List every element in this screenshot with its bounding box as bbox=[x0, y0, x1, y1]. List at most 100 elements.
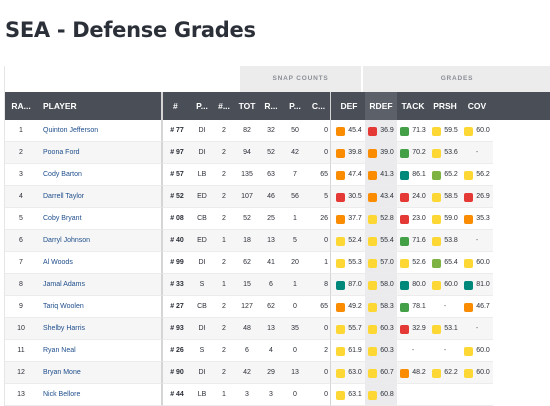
column-header-coverage-snaps[interactable]: C... bbox=[307, 92, 331, 120]
run-snaps: 6 bbox=[259, 274, 283, 296]
grade-empty-dash: - bbox=[475, 325, 479, 332]
column-header-games[interactable]: #... bbox=[218, 101, 230, 111]
table-row[interactable]: 5 Coby Bryant # 08 CB 2 52 25 1 26 37.7 52.8 23.0 59… bbox=[5, 208, 550, 230]
grade-cell-def: 45.4 bbox=[331, 120, 365, 142]
column-group-divider bbox=[361, 66, 363, 92]
coverage-snaps: 2 bbox=[307, 340, 331, 362]
table-row[interactable]: 10 Shelby Harris # 93 DI 2 48 13 35 0 55.7 60.3 32.… bbox=[5, 318, 550, 340]
table-row[interactable]: 4 Darrell Taylor # 52 ED 2 107 46 56 5 30.5 43.4 24… bbox=[5, 186, 550, 208]
player-position: DI bbox=[191, 142, 213, 164]
run-snaps: 13 bbox=[259, 230, 283, 252]
grade-cell-cov: 60.0 bbox=[461, 252, 493, 274]
player-name-link[interactable]: Nick Bellore bbox=[37, 384, 163, 406]
pass-rush-snaps: 7 bbox=[283, 164, 307, 186]
pass-rush-snaps: 35 bbox=[283, 318, 307, 340]
grade-value: 32.9 bbox=[412, 325, 426, 332]
grade-cell-tack: 23.0 bbox=[397, 208, 429, 230]
row-rank: 4 bbox=[5, 186, 37, 208]
player-name-link[interactable]: Bryan Mone bbox=[37, 362, 163, 384]
grade-empty-dash: - bbox=[443, 347, 447, 354]
grade-value: 59.5 bbox=[444, 127, 458, 134]
player-name-link[interactable]: Quinton Jefferson bbox=[37, 120, 163, 142]
grade-value: 36.9 bbox=[380, 127, 394, 134]
table-row[interactable]: 8 Jamal Adams # 33 S 1 15 6 1 8 87.0 58.0 80.0 60.0 8… bbox=[5, 274, 550, 296]
pass-rush-snaps: 50 bbox=[283, 120, 307, 142]
grade-cell-tack: 70.2 bbox=[397, 142, 429, 164]
column-header-total-snaps[interactable]: TOT bbox=[238, 101, 256, 111]
grade-value: 60.8 bbox=[380, 391, 394, 398]
player-name-link[interactable]: Poona Ford bbox=[37, 142, 163, 164]
player-position: CB bbox=[191, 208, 213, 230]
coverage-snaps: 1 bbox=[307, 252, 331, 274]
grade-value: 53.8 bbox=[444, 237, 458, 244]
table-row[interactable]: 3 Cody Barton # 57 LB 2 135 63 7 65 47.4 41.3 86.1 6… bbox=[5, 164, 550, 186]
table-row[interactable]: 6 Darryl Johnson # 40 ED 1 18 13 5 0 52.4 55.4 71.6… bbox=[5, 230, 550, 252]
grade-value: 63.1 bbox=[348, 391, 362, 398]
column-header-row: RA... PLAYER # P... #... TOT R... P... C… bbox=[5, 92, 550, 120]
grade-cell-rdef: 60.8 bbox=[365, 384, 397, 406]
column-header-number[interactable]: # bbox=[173, 101, 178, 111]
grade-cell-cov: 81.0 bbox=[461, 274, 493, 296]
grade-cell-prsh: 60.0 bbox=[429, 274, 461, 296]
player-name-link[interactable]: Tariq Woolen bbox=[37, 296, 163, 318]
grade-value: 24.0 bbox=[412, 193, 426, 200]
column-header-cov-grade[interactable]: COV bbox=[467, 101, 487, 111]
column-header-tack-grade[interactable]: TACK bbox=[401, 101, 425, 111]
grade-cell-tack: 52.6 bbox=[397, 252, 429, 274]
player-name-link[interactable]: Cody Barton bbox=[37, 164, 163, 186]
column-header-rank[interactable]: RA... bbox=[11, 101, 31, 111]
grade-value: 52.8 bbox=[380, 215, 394, 222]
grade-color-swatch bbox=[464, 192, 474, 202]
player-name-link[interactable]: Ryan Neal bbox=[37, 340, 163, 362]
player-name-link[interactable]: Darryl Johnson bbox=[37, 230, 163, 252]
player-name-link[interactable]: Coby Bryant bbox=[37, 208, 163, 230]
column-header-prsh-grade[interactable]: PRSH bbox=[433, 101, 457, 111]
player-name-link[interactable]: Jamal Adams bbox=[37, 274, 163, 296]
row-rank: 7 bbox=[5, 252, 37, 274]
player-name-link[interactable]: Darrell Taylor bbox=[37, 186, 163, 208]
grade-value: 55.7 bbox=[348, 325, 362, 332]
grade-value: 86.1 bbox=[412, 171, 426, 178]
table-row[interactable]: 9 Tariq Woolen # 27 CB 2 127 62 0 65 49.2 58.3 78.1… bbox=[5, 296, 550, 318]
grade-cell-rdef: 55.4 bbox=[365, 230, 397, 252]
player-name-link[interactable]: Shelby Harris bbox=[37, 318, 163, 340]
table-row[interactable]: 11 Ryan Neal # 26 S 2 6 4 0 2 61.9 60.3- -60.0 bbox=[5, 340, 550, 362]
grade-color-swatch bbox=[336, 192, 346, 202]
column-header-rdef-grade[interactable]: RDEF bbox=[365, 92, 397, 120]
table-row[interactable]: 2 Poona Ford # 97 DI 2 94 52 42 0 39.8 39.0 70.2 53.… bbox=[5, 142, 550, 164]
grade-color-swatch bbox=[464, 214, 474, 224]
grade-color-swatch bbox=[368, 126, 378, 136]
column-header-pass-rush-snaps[interactable]: P... bbox=[289, 101, 301, 111]
column-header-position[interactable]: P... bbox=[196, 101, 208, 111]
grade-value: 78.1 bbox=[412, 303, 426, 310]
coverage-snaps: 65 bbox=[307, 164, 331, 186]
grade-value: 58.0 bbox=[380, 281, 394, 288]
table-row[interactable]: 1 Quinton Jefferson # 77 DI 2 82 32 50 0 45.4 36.9… bbox=[5, 120, 550, 142]
column-header-run-snaps[interactable]: R... bbox=[264, 101, 278, 111]
table-row[interactable]: 13 Nick Bellore # 44 LB 1 3 3 0 0 63.1 60.8 bbox=[5, 384, 550, 406]
grade-cell-rdef: 43.4 bbox=[365, 186, 397, 208]
grade-color-swatch bbox=[368, 148, 378, 158]
table-row[interactable]: 12 Bryan Mone # 90 DI 2 42 29 13 0 63.0 60.7 48.2 62… bbox=[5, 362, 550, 384]
games-played: 2 bbox=[213, 252, 235, 274]
grade-color-swatch bbox=[400, 302, 410, 312]
coverage-snaps: 65 bbox=[307, 296, 331, 318]
grade-cell-prsh: 58.5 bbox=[429, 186, 461, 208]
column-header-def-grade[interactable]: DEF bbox=[340, 101, 358, 111]
run-snaps: 46 bbox=[259, 186, 283, 208]
grade-cell-def: 63.1 bbox=[331, 384, 365, 406]
grade-color-swatch bbox=[368, 236, 378, 246]
grade-cell-cov: - bbox=[461, 318, 493, 340]
total-snaps: 42 bbox=[235, 362, 259, 384]
player-name-link[interactable]: Al Woods bbox=[37, 252, 163, 274]
coverage-snaps: 0 bbox=[307, 362, 331, 384]
games-played: 2 bbox=[213, 318, 235, 340]
table-row[interactable]: 7 Al Woods # 99 DI 2 62 41 20 1 55.3 57.0 52.6 65.4 6… bbox=[5, 252, 550, 274]
grade-cell-tack: 78.1 bbox=[397, 296, 429, 318]
grade-value: 52.4 bbox=[348, 237, 362, 244]
grade-color-swatch bbox=[464, 280, 474, 290]
grade-value: 58.5 bbox=[444, 193, 458, 200]
games-played: 1 bbox=[213, 230, 235, 252]
total-snaps: 62 bbox=[235, 252, 259, 274]
column-header-player[interactable]: PLAYER bbox=[37, 92, 163, 120]
